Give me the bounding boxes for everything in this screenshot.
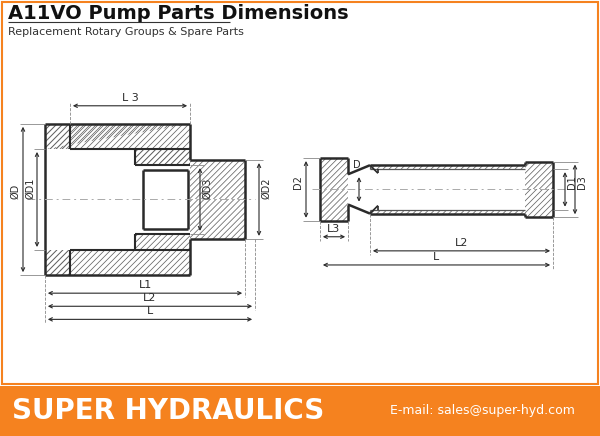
- Text: L 3: L 3: [122, 93, 139, 103]
- Text: ØD1: ØD1: [25, 178, 35, 200]
- Text: L2: L2: [455, 238, 468, 248]
- Text: A11VO Pump Parts Dimensions: A11VO Pump Parts Dimensions: [8, 4, 349, 23]
- Text: L: L: [147, 307, 153, 317]
- Text: D: D: [353, 160, 361, 170]
- Text: SUPER HYDRAULICS: SUPER HYDRAULICS: [12, 397, 324, 425]
- Text: D3: D3: [577, 176, 587, 189]
- Text: L2: L2: [143, 293, 157, 303]
- Text: E-mail: sales@super-hyd.com: E-mail: sales@super-hyd.com: [390, 405, 575, 417]
- Text: ØD2: ØD2: [261, 178, 271, 200]
- Text: L: L: [433, 252, 440, 262]
- Text: D2: D2: [293, 176, 303, 189]
- Text: ØD: ØD: [10, 184, 20, 200]
- Text: ØD3: ØD3: [202, 178, 212, 200]
- Text: Replacement Rotary Groups & Spare Parts: Replacement Rotary Groups & Spare Parts: [8, 27, 244, 37]
- Text: L1: L1: [139, 280, 152, 290]
- Text: L3: L3: [328, 224, 341, 234]
- Text: D1: D1: [567, 176, 577, 189]
